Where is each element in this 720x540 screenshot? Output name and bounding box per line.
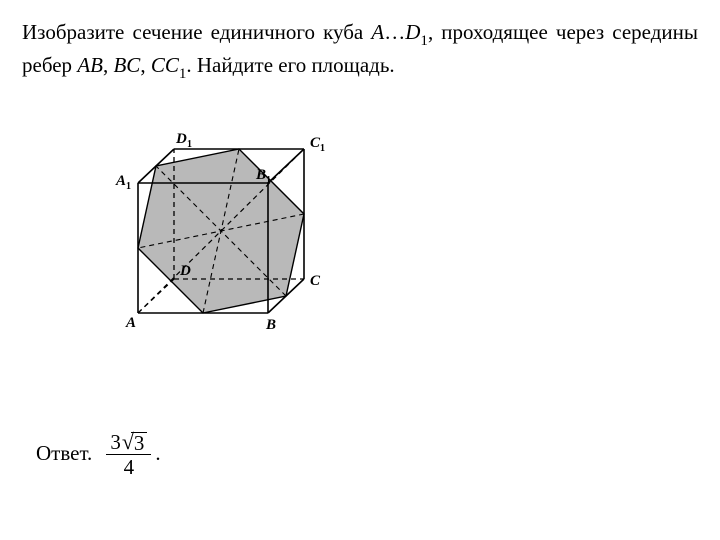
label-C1-sub: 1 <box>320 143 325 154</box>
label-B1-sub: 1 <box>266 175 271 186</box>
cube-figure: A B C D A 1 B 1 C 1 D 1 <box>96 105 348 335</box>
fraction-denominator: 4 <box>124 455 135 478</box>
problem-post1: , проходящее через <box>428 20 604 44</box>
comma1: , <box>103 53 114 77</box>
sym-D-sub: 1 <box>420 33 428 49</box>
sym-A: A <box>371 20 384 44</box>
sym-BC: BC <box>113 53 140 77</box>
answer-label: Ответ. <box>36 441 92 466</box>
problem-post2: . Найдите его площадь. <box>186 53 394 77</box>
figure-container: A B C D A 1 B 1 C 1 D 1 <box>96 105 698 340</box>
sym-AB: AB <box>77 53 103 77</box>
sqrt-tail: √ <box>122 431 134 454</box>
label-D1: D <box>175 131 187 147</box>
label-A: A <box>125 315 136 331</box>
label-D: D <box>179 263 191 279</box>
label-C: C <box>310 273 321 289</box>
sym-D: D <box>405 20 420 44</box>
sym-CC-sub: 1 <box>179 66 187 82</box>
sym-CC: CC <box>151 53 179 77</box>
problem-text: Изобразите сечение единичного куба A…D1,… <box>22 18 698 83</box>
sqrt: √ 3 <box>122 430 148 453</box>
label-A1: A <box>115 173 126 189</box>
answer-dot: . <box>155 441 160 466</box>
answer-fraction: 3 √ 3 4 <box>106 430 151 478</box>
label-B: B <box>265 317 276 333</box>
label-D1-sub: 1 <box>187 139 192 150</box>
answer-row: Ответ. 3 √ 3 4 . <box>36 430 161 478</box>
problem-pre: Изобразите сечение единичного куба <box>22 20 371 44</box>
label-A1-sub: 1 <box>126 181 131 192</box>
comma2: , <box>140 53 151 77</box>
label-B1: B <box>255 167 266 183</box>
sym-ell: … <box>384 20 405 44</box>
fraction-numerator: 3 √ 3 <box>106 430 151 455</box>
num-coef: 3 <box>110 431 121 453</box>
